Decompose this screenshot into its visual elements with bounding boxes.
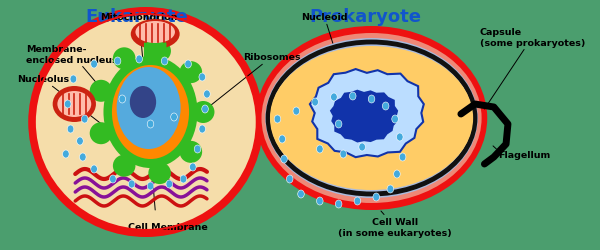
Ellipse shape xyxy=(373,193,380,201)
Ellipse shape xyxy=(53,87,96,122)
Ellipse shape xyxy=(79,154,86,161)
Ellipse shape xyxy=(394,170,400,178)
Ellipse shape xyxy=(199,126,206,134)
Ellipse shape xyxy=(116,68,181,150)
Ellipse shape xyxy=(113,155,136,177)
Ellipse shape xyxy=(91,61,97,69)
Ellipse shape xyxy=(331,94,337,102)
Ellipse shape xyxy=(317,146,323,154)
FancyBboxPatch shape xyxy=(144,43,166,67)
Ellipse shape xyxy=(110,175,116,183)
Ellipse shape xyxy=(148,41,171,63)
Ellipse shape xyxy=(335,120,342,128)
Text: Cell Wall
(in some eukaryotes): Cell Wall (in some eukaryotes) xyxy=(338,211,452,237)
Ellipse shape xyxy=(28,8,263,237)
Ellipse shape xyxy=(114,58,121,66)
Ellipse shape xyxy=(194,146,201,154)
Ellipse shape xyxy=(387,185,394,193)
Ellipse shape xyxy=(368,96,375,104)
Ellipse shape xyxy=(90,80,112,102)
Ellipse shape xyxy=(136,56,143,64)
Ellipse shape xyxy=(131,20,179,50)
Polygon shape xyxy=(310,70,424,158)
Ellipse shape xyxy=(203,91,210,98)
Ellipse shape xyxy=(359,144,365,152)
Ellipse shape xyxy=(161,58,168,66)
Ellipse shape xyxy=(399,154,406,161)
Text: Flagellum: Flagellum xyxy=(499,150,551,159)
Ellipse shape xyxy=(286,175,293,183)
Ellipse shape xyxy=(58,92,91,118)
Ellipse shape xyxy=(281,156,287,163)
Ellipse shape xyxy=(147,120,154,128)
Ellipse shape xyxy=(82,116,88,124)
Ellipse shape xyxy=(136,22,175,44)
Ellipse shape xyxy=(67,126,74,134)
Ellipse shape xyxy=(354,197,361,205)
Ellipse shape xyxy=(274,116,281,124)
Ellipse shape xyxy=(113,48,136,70)
Ellipse shape xyxy=(335,200,342,208)
Polygon shape xyxy=(330,90,398,143)
Ellipse shape xyxy=(171,114,178,122)
Ellipse shape xyxy=(147,182,154,190)
Ellipse shape xyxy=(262,34,482,203)
Ellipse shape xyxy=(91,165,97,173)
Ellipse shape xyxy=(130,87,156,118)
Ellipse shape xyxy=(256,27,487,210)
Ellipse shape xyxy=(265,39,478,198)
Text: Nucleoid: Nucleoid xyxy=(301,14,353,106)
Ellipse shape xyxy=(90,123,112,145)
Ellipse shape xyxy=(298,190,304,198)
Ellipse shape xyxy=(77,138,83,145)
Ellipse shape xyxy=(340,150,347,158)
Ellipse shape xyxy=(148,162,171,184)
Ellipse shape xyxy=(179,62,202,84)
Ellipse shape xyxy=(397,134,403,141)
Text: Capsule
(some prokaryotes): Capsule (some prokaryotes) xyxy=(480,28,585,110)
Text: Membrane-
enclosed nucleus: Membrane- enclosed nucleus xyxy=(26,45,134,128)
Ellipse shape xyxy=(128,180,135,188)
Ellipse shape xyxy=(190,163,196,171)
Ellipse shape xyxy=(199,74,206,82)
Ellipse shape xyxy=(279,136,286,143)
Ellipse shape xyxy=(62,150,69,158)
Text: Prokaryote: Prokaryote xyxy=(309,8,421,26)
Ellipse shape xyxy=(179,141,202,163)
Text: Cell Membrane: Cell Membrane xyxy=(128,222,208,232)
Ellipse shape xyxy=(270,47,473,190)
Ellipse shape xyxy=(202,106,208,114)
Ellipse shape xyxy=(293,108,299,116)
Text: Ribosomes: Ribosomes xyxy=(184,53,301,128)
Ellipse shape xyxy=(185,61,191,69)
Ellipse shape xyxy=(70,76,77,84)
Ellipse shape xyxy=(112,66,189,159)
Ellipse shape xyxy=(392,116,398,124)
Text: Nucleolus: Nucleolus xyxy=(17,75,139,154)
Ellipse shape xyxy=(103,57,197,168)
Text: Eukaryote: Eukaryote xyxy=(85,8,188,26)
Ellipse shape xyxy=(35,15,257,230)
Ellipse shape xyxy=(192,102,214,124)
Ellipse shape xyxy=(382,102,389,110)
Ellipse shape xyxy=(166,180,173,188)
Ellipse shape xyxy=(180,175,187,183)
Ellipse shape xyxy=(312,98,319,106)
Ellipse shape xyxy=(64,100,71,108)
Ellipse shape xyxy=(349,93,356,100)
Ellipse shape xyxy=(119,96,125,104)
Ellipse shape xyxy=(317,197,323,205)
Text: Mitochondrion: Mitochondrion xyxy=(100,14,178,210)
